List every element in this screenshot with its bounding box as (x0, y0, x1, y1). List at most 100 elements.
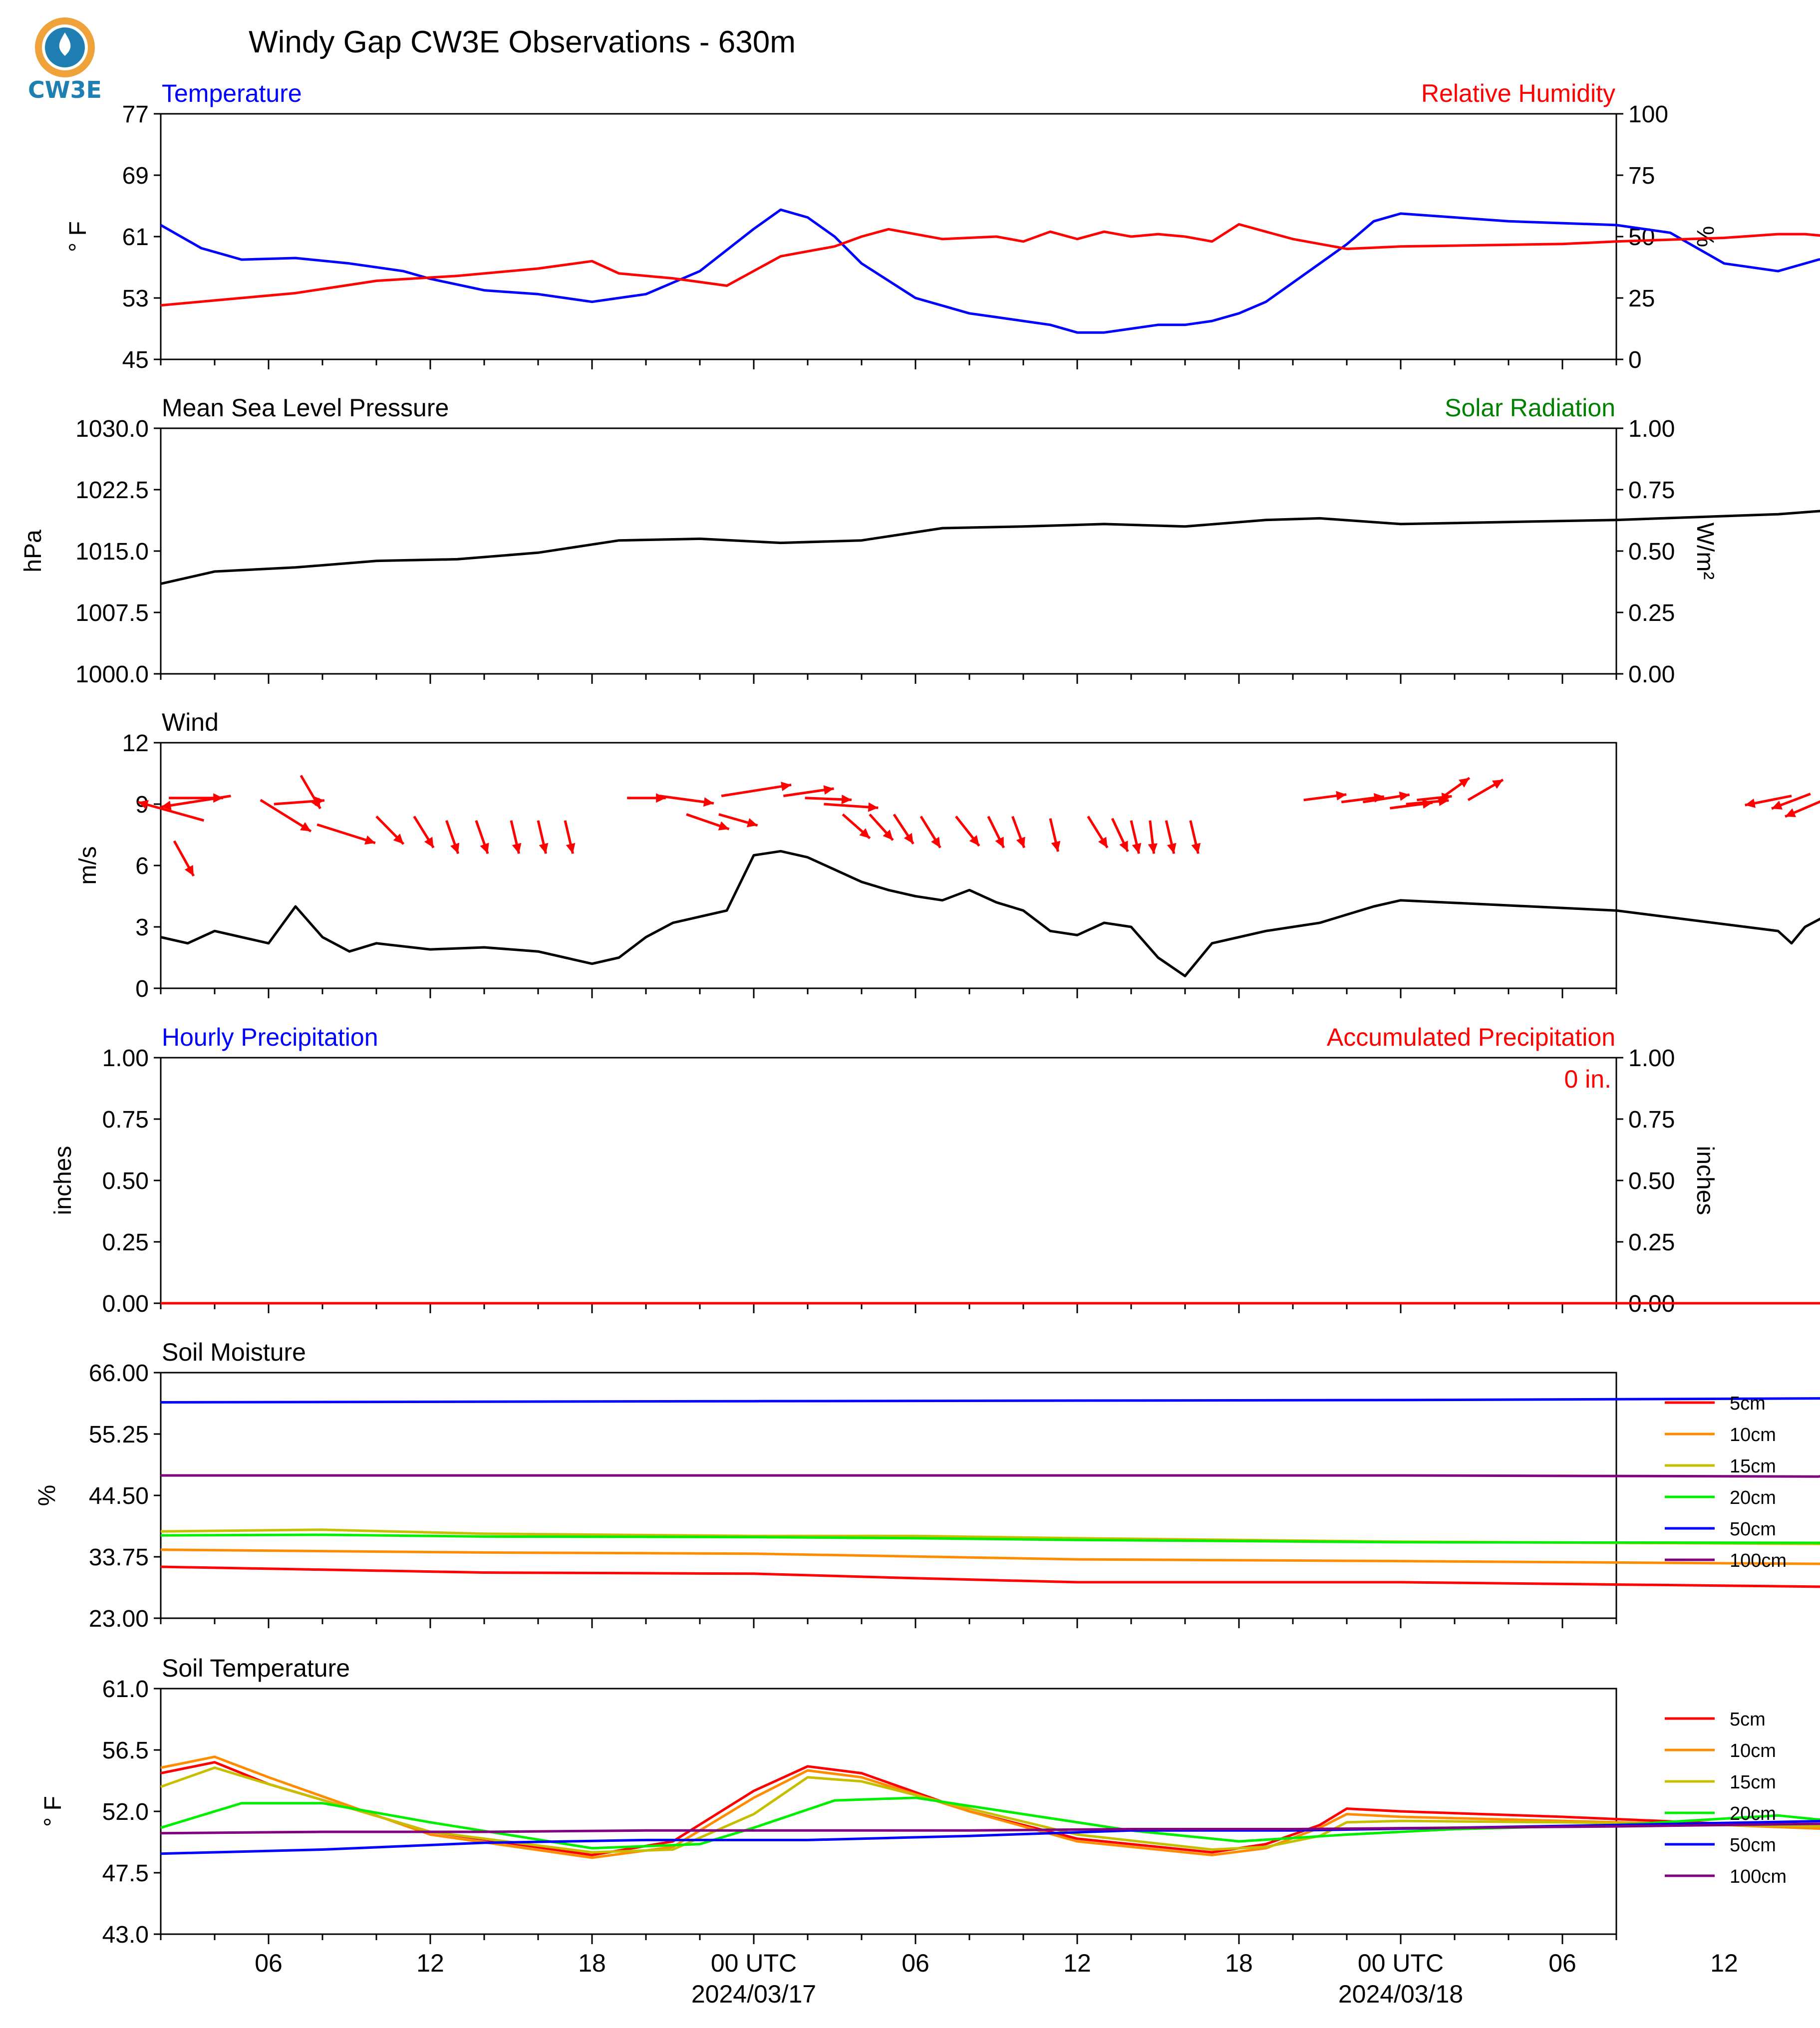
wind-arrow-head (868, 802, 879, 812)
wind-arrow-head (859, 828, 870, 839)
wind-arrow (475, 820, 489, 855)
y-tick-label: 1000.0 (75, 661, 149, 688)
wind-arrow (987, 816, 1005, 849)
legend-label: 20cm (1730, 1803, 1776, 1824)
y-tick-label: 69 (122, 163, 149, 189)
wind-arrow-head (656, 793, 666, 803)
wind-arrow (161, 795, 231, 811)
wind-arrow (1087, 816, 1109, 849)
wind-arrow (805, 795, 852, 805)
wind-arrow (173, 840, 195, 877)
wind-arrow (1111, 818, 1129, 853)
wind-arrow (955, 816, 980, 847)
y-tick-label: 33.75 (89, 1544, 149, 1571)
panel-title-right: Relative Humidity (1421, 79, 1615, 107)
wind-arrow-head (703, 797, 714, 807)
panel-temperature: Temperature Relative Humidity 45 53 61 69 77 0 2… (65, 79, 1820, 373)
series-line-wind-speed (160, 850, 1820, 977)
panel-soil_moisture: Soil Moisture 23.00 33.75 44.50 55.25 66.00% 5… (34, 1338, 1820, 1632)
y-tick-label: 45 (122, 347, 149, 373)
wind-arrow-head (1098, 837, 1108, 848)
y-axis-label: % (34, 1485, 60, 1506)
wind-arrow-head (1051, 841, 1061, 852)
x-tick-label: 12 (1710, 1949, 1738, 1977)
x-tick-label: 18 (1225, 1949, 1253, 1977)
y-tick-label: 55.25 (89, 1422, 149, 1448)
y2-tick-label: 0 (1628, 347, 1642, 373)
wind-arrow (824, 802, 879, 812)
wind-arrow-head (1191, 843, 1201, 854)
wind-arrow (413, 816, 435, 849)
wind-arrow (1148, 820, 1158, 854)
wind-arrow-shaft (161, 795, 231, 809)
y2-tick-label: 1.00 (1628, 416, 1675, 442)
series-line-100cm (160, 1822, 1820, 1835)
wind-arrow-shaft (260, 799, 312, 833)
wind-arrow-head (1119, 841, 1128, 852)
panel-title-left: Mean Sea Level Pressure (162, 394, 449, 422)
wind-arrow (842, 813, 871, 840)
wind-arrow (686, 813, 730, 831)
wind-arrow (1011, 816, 1026, 849)
y2-tick-label: 100 (1628, 101, 1668, 128)
wind-arrow (375, 815, 405, 845)
panel-title-left: Soil Temperature (162, 1654, 350, 1682)
x-tick-label: 00 UTC (711, 1949, 797, 1977)
wind-arrow-head (1745, 798, 1756, 808)
logo-drop-shape-icon (59, 32, 71, 56)
wind-arrow-head (904, 833, 913, 844)
y2-axis-label: % (1692, 226, 1718, 248)
y-tick-label: 0.25 (102, 1229, 149, 1256)
x-tick-label: 06 (902, 1949, 929, 1977)
y-tick-label: 6 (135, 853, 149, 879)
y2-tick-label: 0.75 (1628, 1107, 1675, 1133)
wind-arrow-head (566, 843, 576, 854)
wind-arrow-head (480, 843, 489, 854)
wind-arrow (537, 820, 549, 854)
series-line-temperature (160, 208, 1820, 334)
plot-frame (160, 742, 1617, 989)
panel-wind: Wind036912m/s (75, 708, 1820, 1002)
wind-arrow-head (1148, 843, 1158, 854)
y-tick-label: 47.5 (102, 1860, 149, 1887)
y-tick-label: 52.0 (102, 1799, 149, 1825)
wind-arrow-head (138, 800, 149, 810)
wind-arrow-head (393, 834, 404, 844)
series-line-50cm (160, 1397, 1820, 1404)
wind-arrow (721, 782, 792, 798)
y-tick-label: 23.00 (89, 1606, 149, 1632)
wind-arrow (1771, 793, 1811, 810)
wind-arrow-shaft (316, 823, 376, 845)
wind-arrow-shaft (721, 783, 792, 798)
wind-arrow (1341, 793, 1385, 804)
wind-arrow-head (300, 822, 311, 832)
plot-frame (160, 1057, 1617, 1304)
x-tick-label: 18 (578, 1949, 606, 1977)
wind-arrow-head (311, 798, 320, 809)
wind-arrow-head (424, 837, 434, 848)
y2-axis-label: W/m² (1692, 523, 1718, 580)
legend-label: 50cm (1730, 1519, 1776, 1540)
wind-arrow (1049, 818, 1061, 852)
wind-arrow (919, 816, 941, 849)
wind-arrow (893, 814, 914, 845)
series-line-relative-humidity (160, 223, 1820, 307)
accumulated-total-label: 0 in. (1564, 1065, 1611, 1093)
y-tick-label: 0.00 (102, 1291, 149, 1317)
series-line-100cm (161, 1474, 1820, 1478)
wind-arrow-head (1459, 778, 1470, 788)
wind-arrow-head (1785, 808, 1797, 818)
y-tick-label: 3 (135, 914, 149, 941)
panel-title-left: Wind (162, 708, 219, 736)
wind-arrow-head (1132, 843, 1142, 854)
panel-pressure: Mean Sea Level Pressure Solar Radiation 10… (20, 394, 1820, 688)
y-tick-label: 1030.0 (75, 416, 149, 442)
y-tick-label: 0.50 (102, 1168, 149, 1194)
wind-arrow (137, 800, 205, 822)
x-tick-label: 12 (416, 1949, 444, 1977)
wind-arrow-head (512, 843, 522, 854)
panel-soil_temperature: Soil Temperature 43.0 47.5 52.0 56.5 61.0 ° F 5… (40, 1654, 1820, 2008)
wind-arrow (1785, 800, 1820, 818)
y-tick-label: 1015.0 (75, 539, 149, 565)
y-tick-label: 1007.5 (75, 600, 149, 626)
